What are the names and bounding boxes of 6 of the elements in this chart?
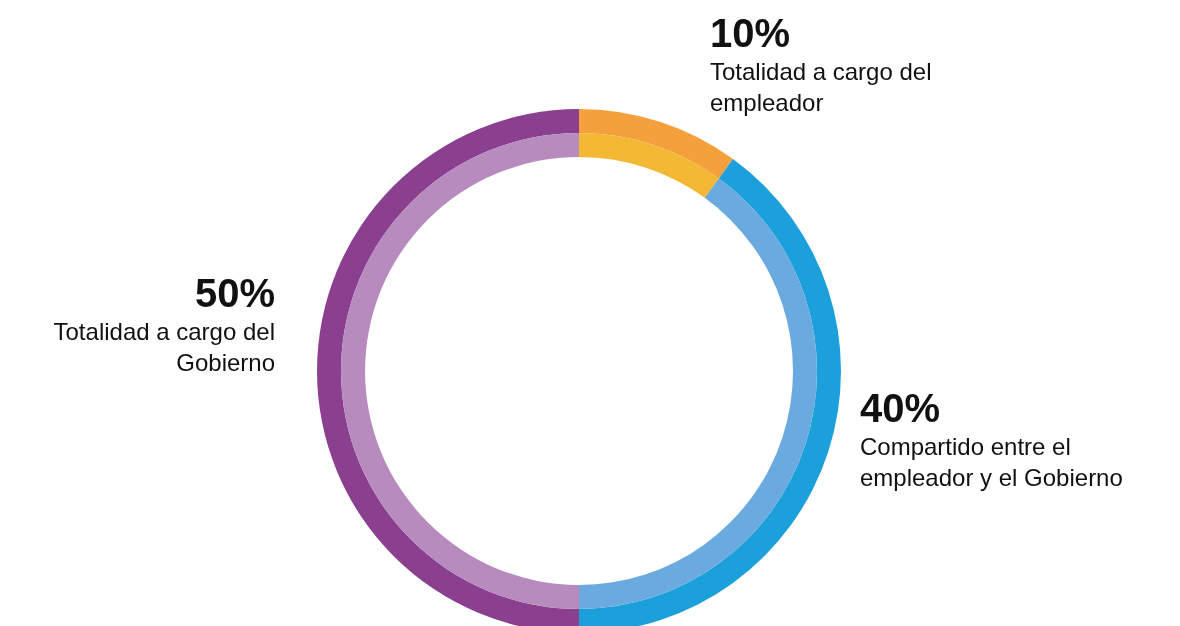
data-label: 40% — [860, 385, 942, 431]
data-label: 10% — [710, 10, 792, 56]
slice-label: Compartido entre el empleador y el Gobierno — [860, 432, 1124, 493]
slice-label: Totalidad a cargo del Gobierno — [52, 317, 275, 378]
data-label: 50% — [193, 270, 275, 316]
slice-label: Totalidad a cargo del empleador — [710, 57, 933, 118]
